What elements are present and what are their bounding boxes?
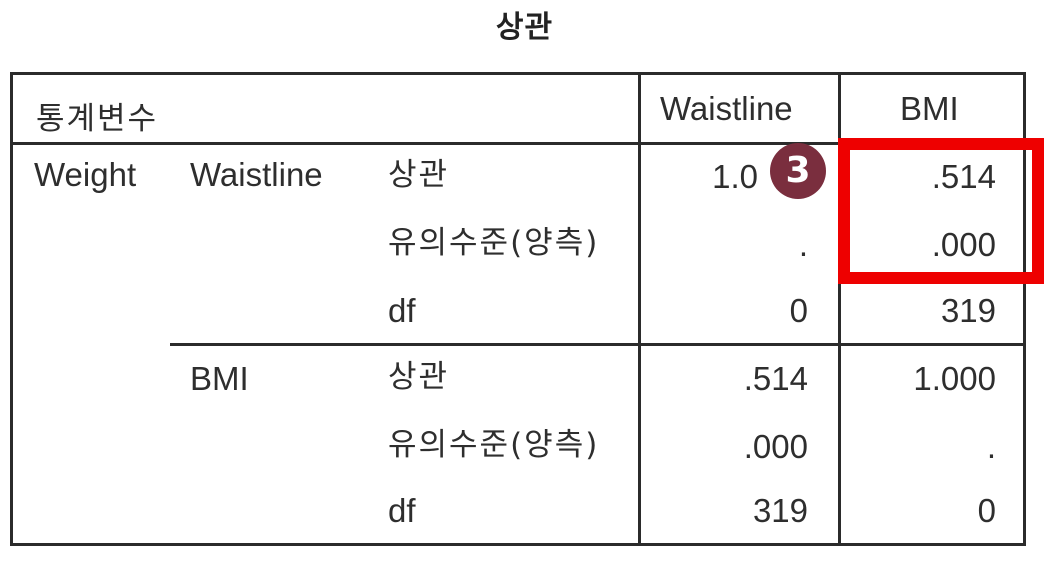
column-divider-1: [638, 74, 641, 544]
cell-value: 319: [752, 492, 808, 529]
cell-value: .514: [931, 158, 996, 195]
column-header-bmi: BMI: [900, 90, 959, 127]
table-title: 상관: [495, 10, 554, 45]
variable-label-waistline: Waistline: [190, 156, 323, 193]
cell-value: 0: [789, 292, 808, 329]
cell-value: 1.0: [712, 158, 758, 195]
cell-value: .: [798, 226, 808, 263]
cell-value: 319: [940, 292, 996, 329]
variable-group-divider: [170, 343, 1024, 346]
step-number-badge: 3: [770, 143, 826, 199]
stat-label: 상관: [388, 359, 450, 395]
cell-value: .514: [743, 360, 808, 397]
highlight-box: [838, 138, 1044, 284]
correlation-table: [10, 72, 1026, 546]
cell-value: 1.000: [913, 360, 996, 397]
stat-label: 유의수준(양측): [388, 225, 600, 261]
stub-header-label: 통계변수: [36, 101, 159, 137]
stat-label: 유의수준(양측): [388, 427, 600, 463]
column-divider-2: [838, 74, 841, 544]
stat-label: df: [388, 492, 416, 529]
stat-label: 상관: [388, 157, 450, 193]
header-divider: [12, 142, 1024, 145]
column-header-waistline: Waistline: [660, 90, 793, 127]
cell-value: .000: [743, 428, 808, 465]
cell-value: .: [986, 428, 996, 465]
cell-value: 0: [977, 492, 996, 529]
group-label-weight: Weight: [34, 156, 137, 193]
stat-label: df: [388, 292, 416, 329]
variable-label-bmi: BMI: [190, 360, 249, 397]
cell-value: .000: [931, 226, 996, 263]
